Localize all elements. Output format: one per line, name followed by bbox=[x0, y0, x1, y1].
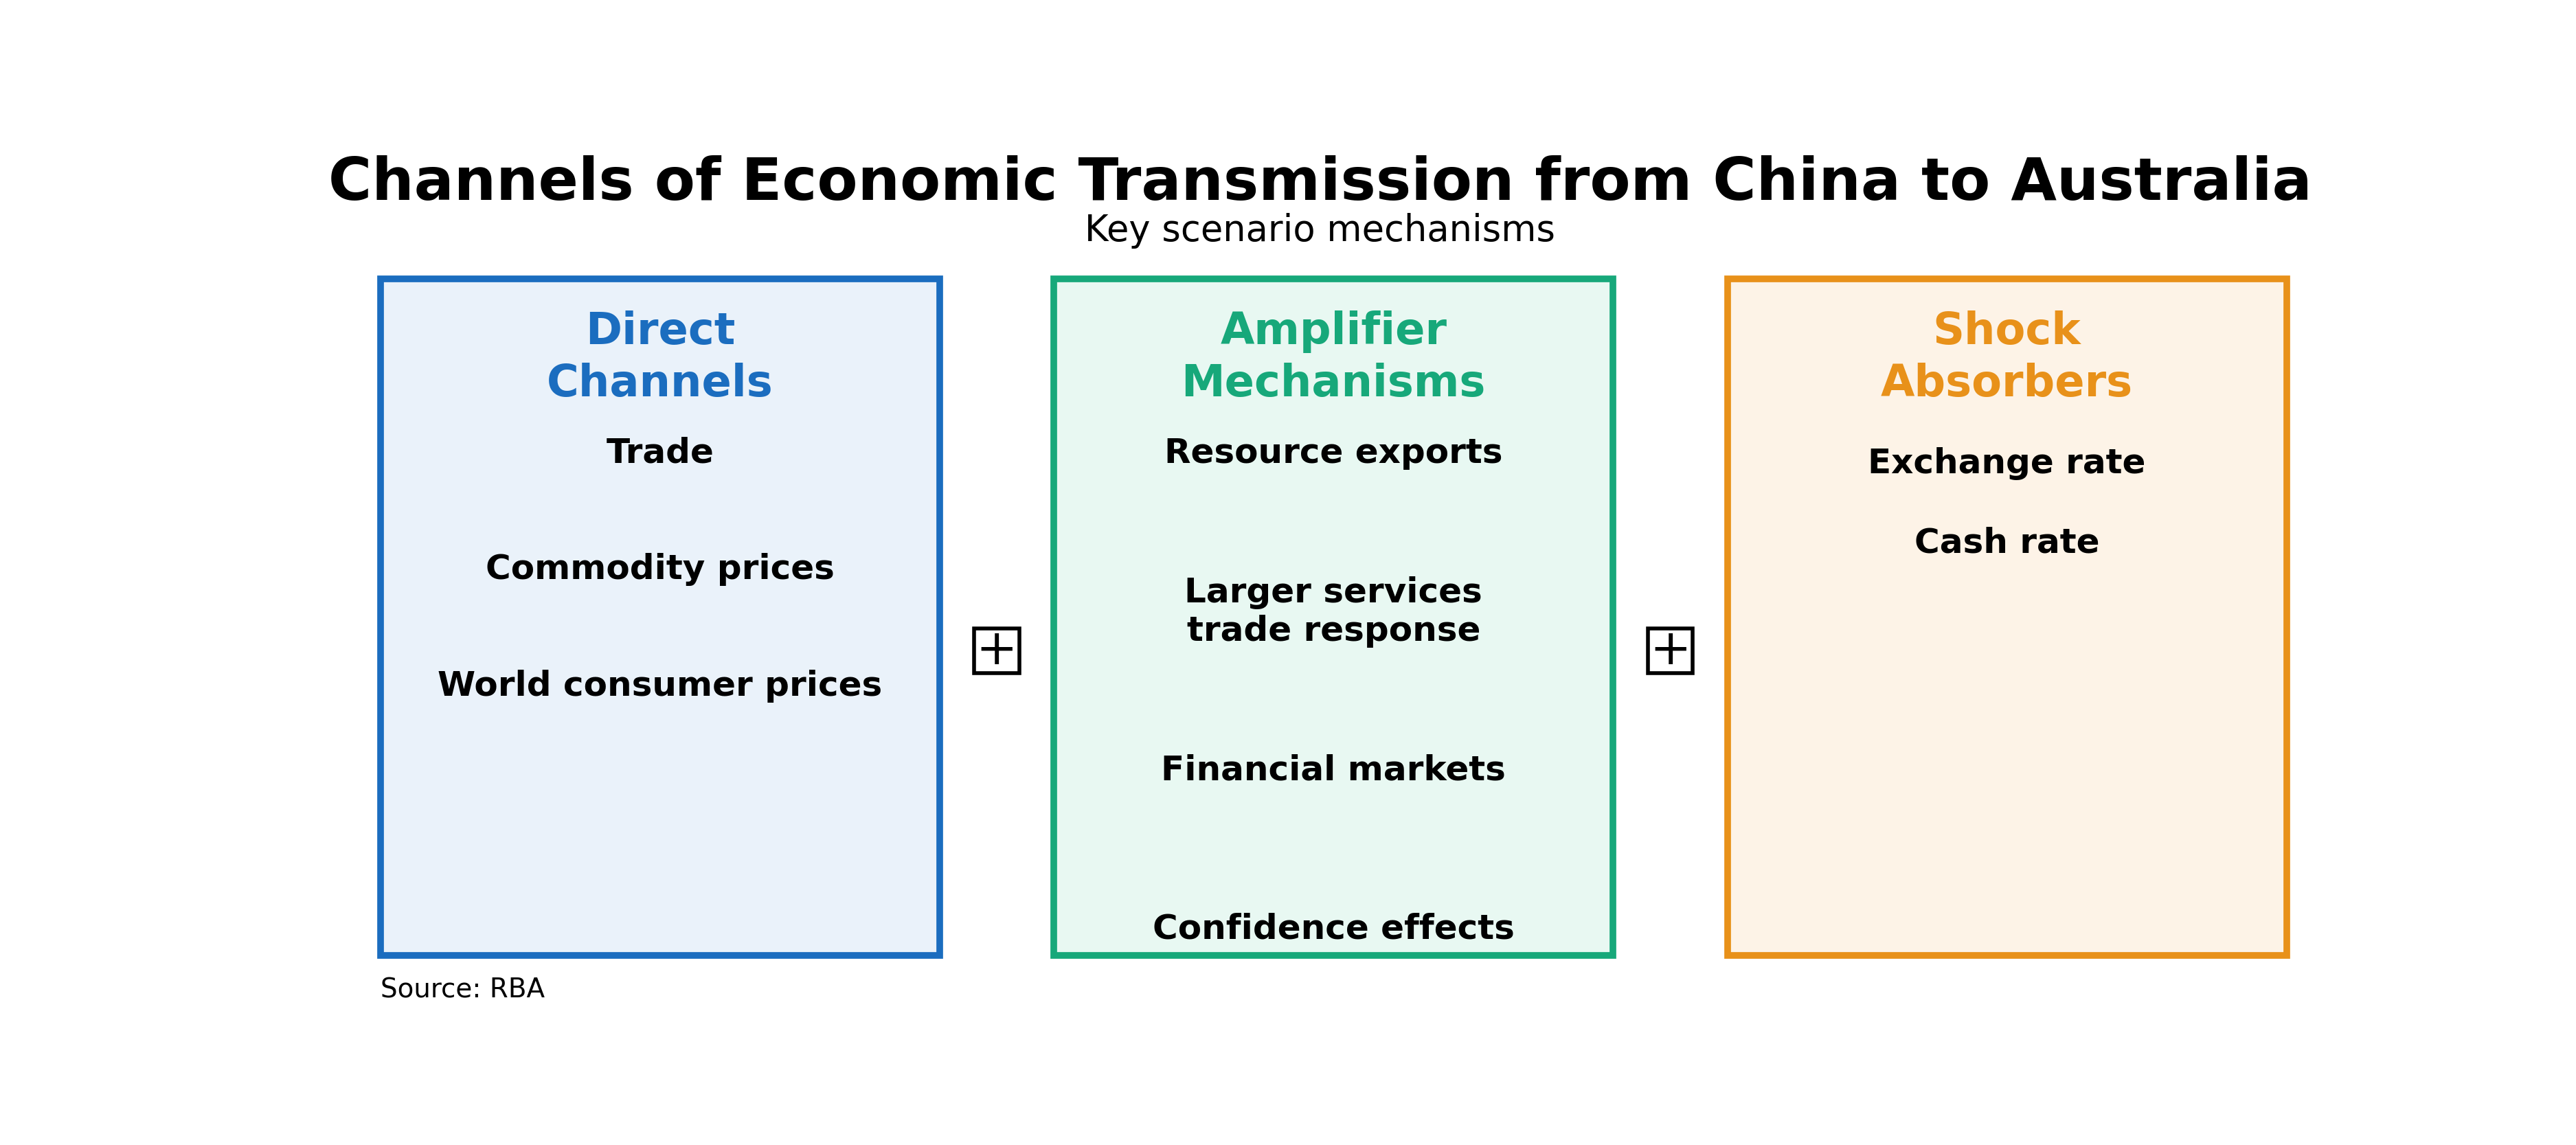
Text: Shock
Absorbers: Shock Absorbers bbox=[1880, 310, 2133, 405]
Text: Exchange rate: Exchange rate bbox=[1868, 448, 2146, 480]
Text: World consumer prices: World consumer prices bbox=[438, 670, 884, 702]
FancyBboxPatch shape bbox=[974, 629, 1020, 673]
Text: Financial markets: Financial markets bbox=[1162, 755, 1507, 787]
Text: Amplifier
Mechanisms: Amplifier Mechanisms bbox=[1182, 310, 1486, 405]
Text: +: + bbox=[976, 627, 1018, 674]
Text: Key scenario mechanisms: Key scenario mechanisms bbox=[1084, 213, 1556, 248]
Text: Resource exports: Resource exports bbox=[1164, 436, 1502, 469]
Text: Channels of Economic Transmission from China to Australia: Channels of Economic Transmission from C… bbox=[327, 155, 2313, 212]
Text: Larger services
trade response: Larger services trade response bbox=[1185, 576, 1484, 647]
FancyBboxPatch shape bbox=[1054, 278, 1613, 956]
Text: Confidence effects: Confidence effects bbox=[1151, 913, 1515, 946]
Text: Direct
Channels: Direct Channels bbox=[546, 310, 773, 405]
FancyBboxPatch shape bbox=[1649, 629, 1692, 673]
Text: Source: RBA: Source: RBA bbox=[381, 977, 546, 1003]
Text: Trade: Trade bbox=[605, 436, 714, 469]
Text: Cash rate: Cash rate bbox=[1914, 527, 2099, 560]
FancyBboxPatch shape bbox=[381, 278, 940, 956]
FancyBboxPatch shape bbox=[1728, 278, 2287, 956]
Text: Commodity prices: Commodity prices bbox=[487, 553, 835, 586]
Text: +: + bbox=[1649, 627, 1690, 674]
